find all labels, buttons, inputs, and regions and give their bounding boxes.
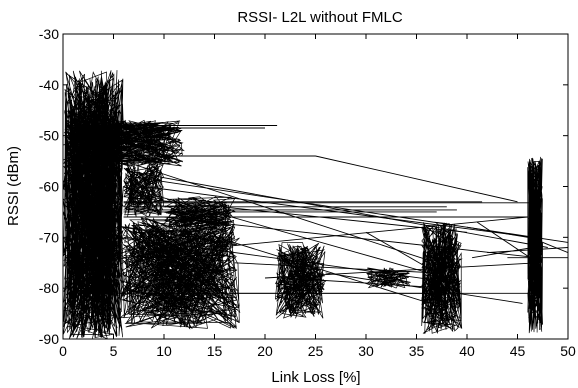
x-tick-label: 0 xyxy=(59,343,67,359)
x-tick-label: 40 xyxy=(459,343,475,359)
x-axis: 0 5 10 15 20 25 30 35 40 45 50 xyxy=(59,34,576,359)
x-tick-label: 20 xyxy=(257,343,273,359)
series-cluster-1 xyxy=(63,119,185,167)
x-tick-label: 30 xyxy=(358,343,374,359)
x-tick-label: 15 xyxy=(207,343,223,359)
x-tick-label: 25 xyxy=(308,343,324,359)
series-cluster-5 xyxy=(274,242,327,319)
series-cluster-2 xyxy=(118,216,241,330)
series-cluster-4 xyxy=(163,196,236,228)
x-tick-label: 10 xyxy=(156,343,172,359)
series-segment-18 xyxy=(143,186,533,238)
y-tick-label: -90 xyxy=(39,331,59,347)
plot-data-layer xyxy=(63,70,568,339)
series-segment-22 xyxy=(214,216,528,248)
series-segment-28 xyxy=(466,226,528,238)
series-cluster-6 xyxy=(366,267,411,289)
series-cluster-7 xyxy=(421,221,463,334)
y-tick-label: -50 xyxy=(39,128,59,144)
x-tick-label: 5 xyxy=(110,343,118,359)
y-tick-label: -80 xyxy=(39,280,59,296)
y-axis: -90 -80 -70 -60 -50 -40 -30 xyxy=(39,26,568,347)
y-tick-label: -40 xyxy=(39,77,59,93)
series-segment-14 xyxy=(128,170,548,248)
series-cluster-3 xyxy=(123,160,165,218)
x-tick-label: 45 xyxy=(510,343,526,359)
series-segment-29 xyxy=(472,247,533,259)
y-tick-label: -60 xyxy=(39,179,59,195)
series-segment-33 xyxy=(542,241,568,254)
x-tick-label: 35 xyxy=(409,343,425,359)
x-axis-title: Link Loss [%] xyxy=(271,369,360,386)
y-tick-label: -70 xyxy=(39,229,59,245)
y-axis-title: RSSI (dBm) xyxy=(5,146,22,226)
y-tick-label: -30 xyxy=(39,26,59,42)
series-cluster-8 xyxy=(527,156,543,334)
chart-title: RSSI- L2L without FMLC xyxy=(237,9,403,26)
series-cluster-0 xyxy=(63,70,125,339)
x-tick-label: 50 xyxy=(560,343,576,359)
series-segment-16 xyxy=(123,196,468,233)
series-segment-11 xyxy=(315,155,518,203)
